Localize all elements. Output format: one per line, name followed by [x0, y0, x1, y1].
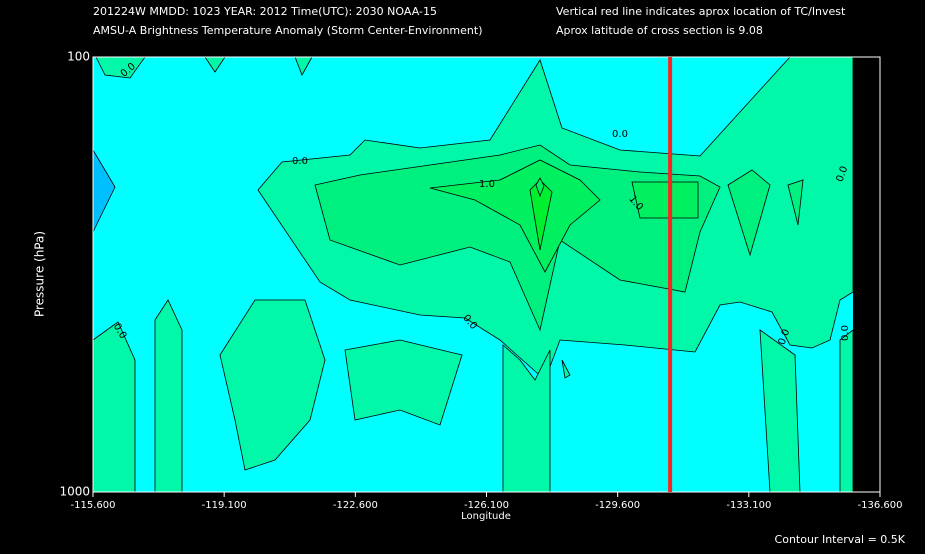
contour-label: 0.0 — [777, 328, 793, 347]
x-tick-label: -133.100 — [726, 500, 771, 511]
y-tick-label: 100 — [67, 50, 90, 64]
y-tick-label: 1000 — [59, 485, 90, 499]
header-line: 201224W MMDD: 1023 YEAR: 2012 Time(UTC):… — [93, 5, 437, 18]
contour-fill — [561, 359, 571, 379]
contour-fill — [535, 177, 545, 198]
contour-fill — [839, 329, 854, 493]
contour-field — [92, 56, 854, 493]
contour-interval: Contour Interval = 0.5K — [775, 533, 906, 546]
contour-fill — [154, 299, 183, 493]
contour-fill — [429, 159, 601, 273]
header-line: AMSU-A Brightness Temperature Anomaly (S… — [93, 24, 483, 37]
contour-label: 0.0 — [292, 156, 308, 167]
contour-fill — [631, 181, 699, 219]
contour-fill — [344, 339, 463, 426]
y-axis-label: Pressure (hPa) — [33, 231, 47, 317]
header-note: Aprox latitude of cross section is 9.08 — [556, 24, 763, 37]
header-note: Vertical red line indicates aprox locati… — [556, 5, 846, 18]
x-tick-label: -115.600 — [71, 500, 116, 511]
contour-fill — [727, 169, 771, 257]
x-tick-label: -129.600 — [595, 500, 640, 511]
contour-fill — [787, 179, 804, 226]
contour-label: 0.0 — [835, 165, 851, 184]
contour-fill — [92, 321, 136, 493]
x-tick-label: -136.600 — [858, 500, 903, 511]
contour-label: 0.0 — [612, 129, 628, 140]
x-axis-label: Longitude — [461, 511, 511, 522]
contour-label: 0.0 — [840, 325, 851, 341]
x-tick-label: -119.100 — [202, 500, 247, 511]
x-tick-label: -126.100 — [464, 500, 509, 511]
contour-fill — [219, 299, 326, 471]
contour-fill — [314, 144, 721, 332]
contour-label: 1.0 — [479, 179, 495, 190]
x-tick-label: -122.600 — [333, 500, 378, 511]
